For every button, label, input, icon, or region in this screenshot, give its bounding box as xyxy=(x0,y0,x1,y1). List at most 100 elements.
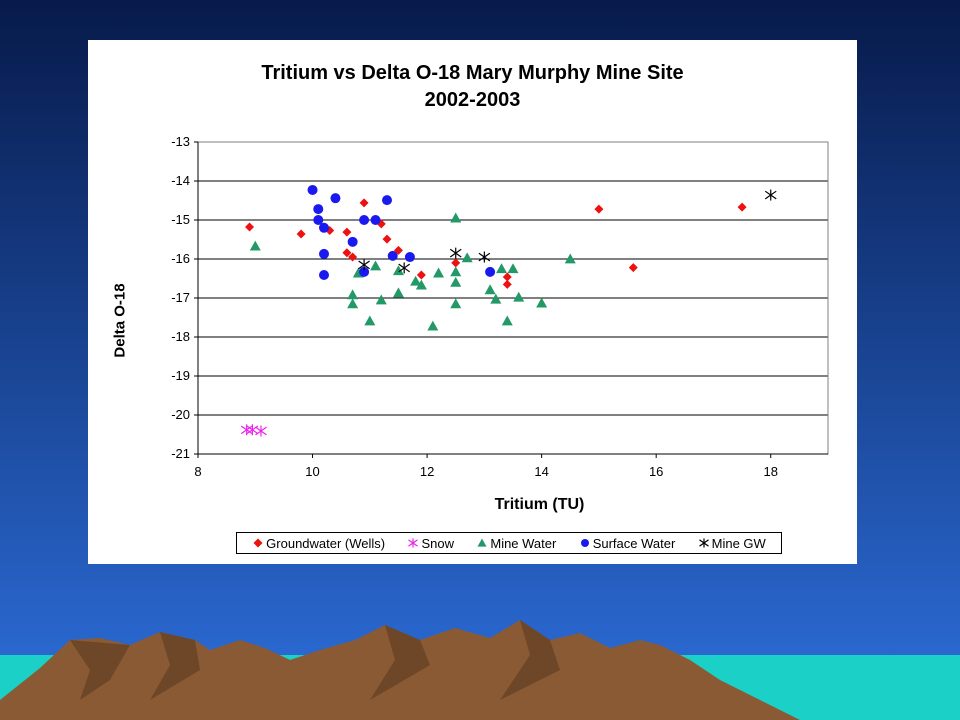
y-tick-label: -21 xyxy=(171,446,190,461)
legend-marker-icon xyxy=(477,538,487,547)
x-tick-label: 10 xyxy=(305,464,319,479)
data-point xyxy=(382,234,392,244)
data-point xyxy=(501,315,513,326)
star-stroke xyxy=(398,263,411,273)
legend-item: Groundwater (Wells) xyxy=(252,536,385,551)
star-stroke xyxy=(358,260,370,270)
data-point xyxy=(359,198,369,208)
data-point xyxy=(404,252,415,263)
legend-item: Mine GW xyxy=(698,536,766,551)
y-tick-label: -14 xyxy=(171,173,190,188)
data-point xyxy=(628,263,638,273)
legend-marker-icon xyxy=(698,538,709,548)
data-point xyxy=(255,425,267,437)
data-point xyxy=(392,287,404,298)
data-point xyxy=(359,266,370,277)
data-point xyxy=(347,289,359,300)
y-tick-label: -13 xyxy=(171,134,190,149)
star-stroke xyxy=(478,252,491,262)
mountain-shadow xyxy=(70,620,560,700)
scatter-plot: -13 -14 -15 -16 -17 -18 -19 -20 -21 8 10 12 14 16 18 xyxy=(171,134,829,479)
data-point xyxy=(364,315,376,326)
data-point xyxy=(313,204,324,215)
data-point xyxy=(296,229,306,239)
data-point xyxy=(245,222,255,232)
legend-marker-icon xyxy=(580,539,589,547)
x-tick-label: 8 xyxy=(194,464,201,479)
data-point xyxy=(370,215,381,225)
data-point xyxy=(240,424,253,436)
data-point xyxy=(330,193,341,204)
legend-marker-icon xyxy=(408,538,419,548)
y-tick-label: -15 xyxy=(171,212,190,227)
data-point xyxy=(382,195,392,206)
data-point xyxy=(536,297,548,308)
axes: -13 -14 -15 -16 -17 -18 -19 -20 -21 8 10 12 14 16 18 xyxy=(171,134,828,479)
data-point xyxy=(461,252,473,263)
chart-panel: -13 -14 -15 -16 -17 -18 -19 -20 -21 8 10 12 14 16 18 T… xyxy=(88,40,857,564)
legend-marker-icon xyxy=(253,538,263,548)
data-point xyxy=(507,263,519,274)
data-point xyxy=(502,279,512,289)
y-tick-label: -17 xyxy=(171,290,190,305)
data-point xyxy=(370,260,382,271)
y-axis-label: Delta O-18 xyxy=(111,283,129,358)
data-point xyxy=(347,236,358,247)
data-point xyxy=(387,250,398,261)
legend-label: Groundwater (Wells) xyxy=(266,535,386,551)
data-point xyxy=(427,320,439,331)
legend-item: Mine Water xyxy=(476,536,556,551)
legend-label: Surface Water xyxy=(592,535,676,551)
data-point xyxy=(392,265,404,276)
series-mine-water xyxy=(249,212,576,331)
y-tick-label: -20 xyxy=(171,407,190,422)
series-surface-water xyxy=(307,184,496,280)
legend-marker-shape xyxy=(477,538,487,547)
data-point xyxy=(342,227,352,237)
data-point xyxy=(485,266,496,277)
data-point xyxy=(319,248,329,259)
legend-item: Snow xyxy=(407,536,454,551)
data-point xyxy=(502,272,512,282)
data-point xyxy=(496,263,508,274)
data-marks xyxy=(240,184,777,437)
data-point xyxy=(513,291,525,302)
star-stroke xyxy=(408,539,419,547)
data-point xyxy=(484,284,496,295)
legend: Groundwater (Wells) Snow Mine Water Surface… xyxy=(236,532,782,554)
gridlines xyxy=(198,141,828,455)
data-point xyxy=(348,252,358,262)
x-tick-label: 12 xyxy=(420,464,434,479)
star-stroke xyxy=(698,539,709,547)
data-point xyxy=(450,276,462,287)
legend-item: Surface Water xyxy=(579,535,676,551)
data-point xyxy=(564,253,576,264)
data-point xyxy=(249,240,261,251)
data-point xyxy=(307,184,318,195)
legend-marker-shape xyxy=(698,538,709,548)
x-tick-label: 18 xyxy=(763,464,777,479)
chart-title: Tritium vs Delta O-18 Mary Murphy Mine S… xyxy=(261,62,684,84)
x-axis-label: Tritium (TU) xyxy=(494,496,585,513)
legend-marker-shape xyxy=(253,538,263,548)
data-point xyxy=(359,215,370,225)
data-point xyxy=(358,259,370,271)
data-point xyxy=(764,189,777,201)
data-point xyxy=(347,298,359,309)
star-stroke xyxy=(255,426,267,436)
data-point xyxy=(375,294,387,305)
series-mine-gw xyxy=(358,189,777,274)
data-point xyxy=(449,247,462,259)
x-tick-label: 14 xyxy=(534,464,548,479)
legend-marker-shape xyxy=(580,539,589,547)
data-point xyxy=(490,293,502,304)
data-point xyxy=(342,248,352,258)
data-point xyxy=(319,269,329,280)
data-point xyxy=(319,222,329,233)
x-tick-label: 16 xyxy=(649,464,663,479)
legend-label: Mine GW xyxy=(711,535,766,551)
data-point xyxy=(415,279,427,290)
star-stroke xyxy=(449,248,462,258)
data-point xyxy=(451,258,461,268)
y-tick-label: -18 xyxy=(171,329,190,344)
